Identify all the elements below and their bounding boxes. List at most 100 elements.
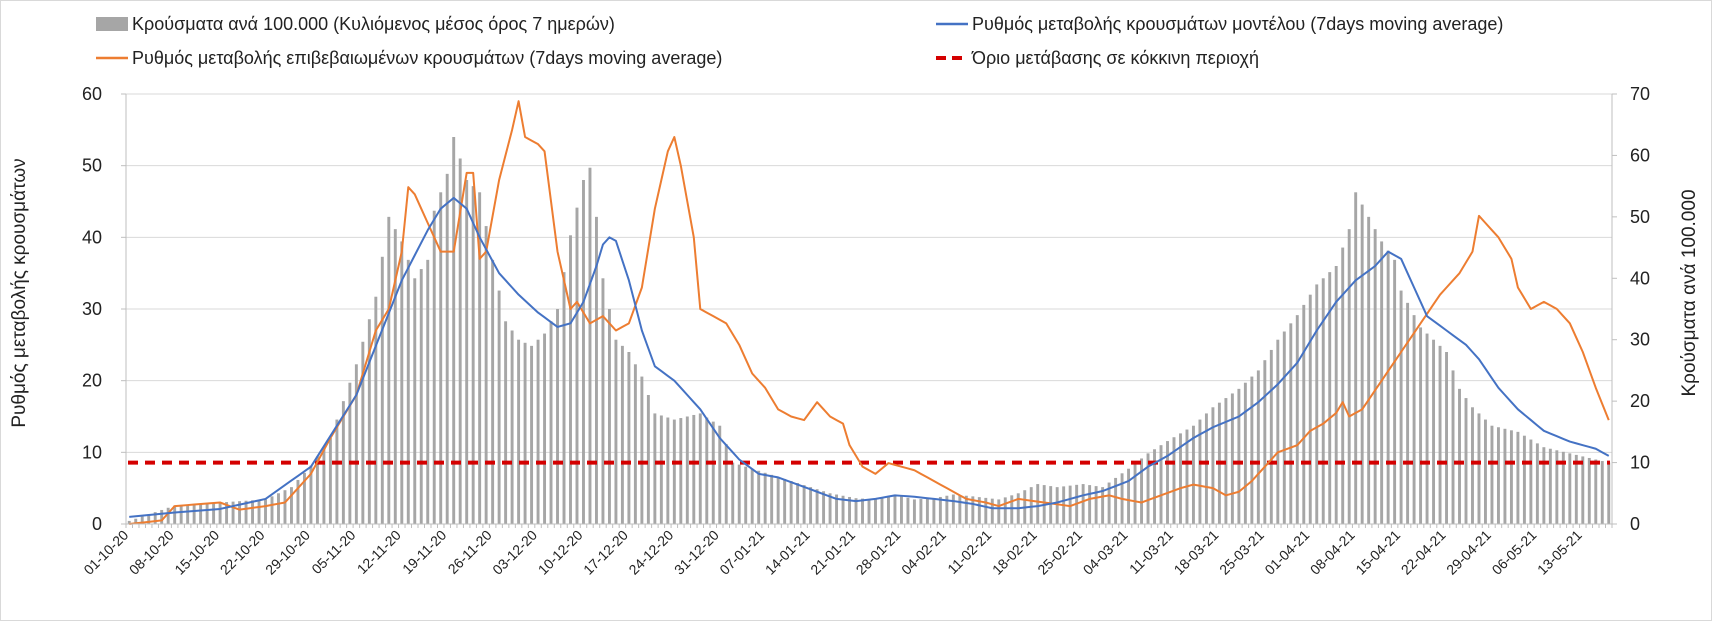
legend-label-model: Ρυθμός μεταβολής κρουσμάτων μοντέλου (7d…: [972, 14, 1503, 34]
legend: Κρούσματα ανά 100.000 (Κυλιόμενος μέσος …: [96, 14, 1503, 68]
bar: [997, 499, 1001, 524]
bar: [1256, 370, 1260, 524]
bar: [1386, 250, 1390, 524]
bar: [1477, 413, 1481, 524]
bar: [1419, 327, 1423, 524]
bar: [1068, 485, 1072, 524]
bar: [1276, 339, 1280, 524]
bar: [1088, 485, 1092, 524]
bar: [1204, 413, 1208, 524]
bar: [309, 465, 313, 524]
bar: [536, 339, 540, 524]
bar: [646, 395, 650, 524]
bar: [575, 207, 579, 524]
bar: [750, 468, 754, 524]
bar: [406, 259, 410, 524]
bar: [607, 309, 611, 524]
bar: [919, 499, 923, 524]
bar: [666, 417, 670, 524]
bar: [1490, 425, 1494, 524]
bar: [517, 339, 521, 524]
bar: [627, 352, 631, 524]
bar: [770, 474, 774, 524]
y-tick-label-right: 50: [1630, 207, 1650, 227]
bar: [1315, 284, 1319, 524]
bar: [1425, 333, 1429, 524]
bar: [692, 414, 696, 524]
bar: [1003, 497, 1007, 524]
bar: [951, 494, 955, 524]
bar: [1587, 457, 1591, 524]
bar: [990, 498, 994, 524]
bar: [251, 500, 254, 524]
bar: [186, 504, 190, 524]
bar: [147, 514, 151, 524]
y-tick-label-right: 70: [1630, 84, 1650, 104]
bar: [1367, 216, 1371, 525]
bar: [1101, 487, 1105, 524]
bar: [348, 382, 352, 524]
bar: [244, 500, 248, 524]
bar: [1198, 419, 1202, 524]
y-tick-label-right: 10: [1630, 453, 1650, 473]
bar: [964, 495, 968, 524]
y-tick-label-left: 50: [82, 156, 102, 176]
bar: [601, 278, 605, 524]
bar: [569, 235, 572, 525]
y-axis-left-title: Ρυθμός μεταβολής κρουσμάτων: [9, 158, 30, 427]
bar: [1211, 407, 1215, 524]
bar: [718, 425, 722, 524]
bar: [445, 173, 449, 525]
bar: [938, 496, 942, 524]
legend-label-confirmed: Ρυθμός μεταβολής επιβεβαιωμένων κρουσμάτ…: [132, 48, 722, 68]
bar: [1412, 315, 1416, 524]
y-tick-label-left: 30: [82, 299, 102, 319]
bar: [912, 499, 916, 524]
bar: [653, 413, 657, 524]
bar: [160, 509, 164, 524]
y-tick-label-left: 0: [92, 514, 102, 534]
bar: [426, 259, 430, 524]
bar: [1574, 454, 1578, 524]
bar: [315, 456, 319, 524]
bar: [1607, 462, 1611, 524]
legend-label-bars: Κρούσματα ανά 100.000 (Κυλιόμενος μέσος …: [132, 14, 615, 34]
bar: [1529, 439, 1533, 524]
bar: [815, 489, 819, 524]
y-tick-label-right: 40: [1630, 268, 1650, 288]
bar: [1496, 427, 1500, 524]
bar: [1153, 449, 1156, 524]
bar: [387, 216, 391, 525]
bar: [1509, 430, 1513, 524]
bar: [270, 496, 274, 524]
bar: [867, 499, 871, 524]
bar: [1600, 461, 1604, 524]
bar: [296, 479, 300, 524]
bar: [854, 498, 858, 524]
bar: [302, 472, 306, 524]
bar: [685, 416, 689, 524]
bar: [1451, 370, 1455, 524]
bar: [874, 499, 877, 524]
bar: [880, 497, 884, 524]
bar: [225, 502, 229, 524]
bar: [465, 180, 469, 524]
bar: [173, 505, 177, 524]
bar: [828, 493, 832, 524]
bar: [1484, 419, 1487, 524]
bar: [432, 210, 436, 524]
y-axis-right-title: Κρούσματα ανά 100.000: [1679, 189, 1700, 396]
confirmed-line: [129, 100, 1610, 525]
bar: [523, 342, 527, 524]
bar: [763, 472, 767, 524]
bar: [556, 309, 559, 524]
y-tick-label-right: 20: [1630, 391, 1650, 411]
bar: [1127, 468, 1131, 524]
bar: [1269, 349, 1273, 524]
bar: [633, 364, 637, 524]
bar: [543, 333, 547, 524]
bar: [1393, 259, 1397, 524]
bar: [1354, 192, 1358, 525]
bar: [595, 216, 598, 525]
